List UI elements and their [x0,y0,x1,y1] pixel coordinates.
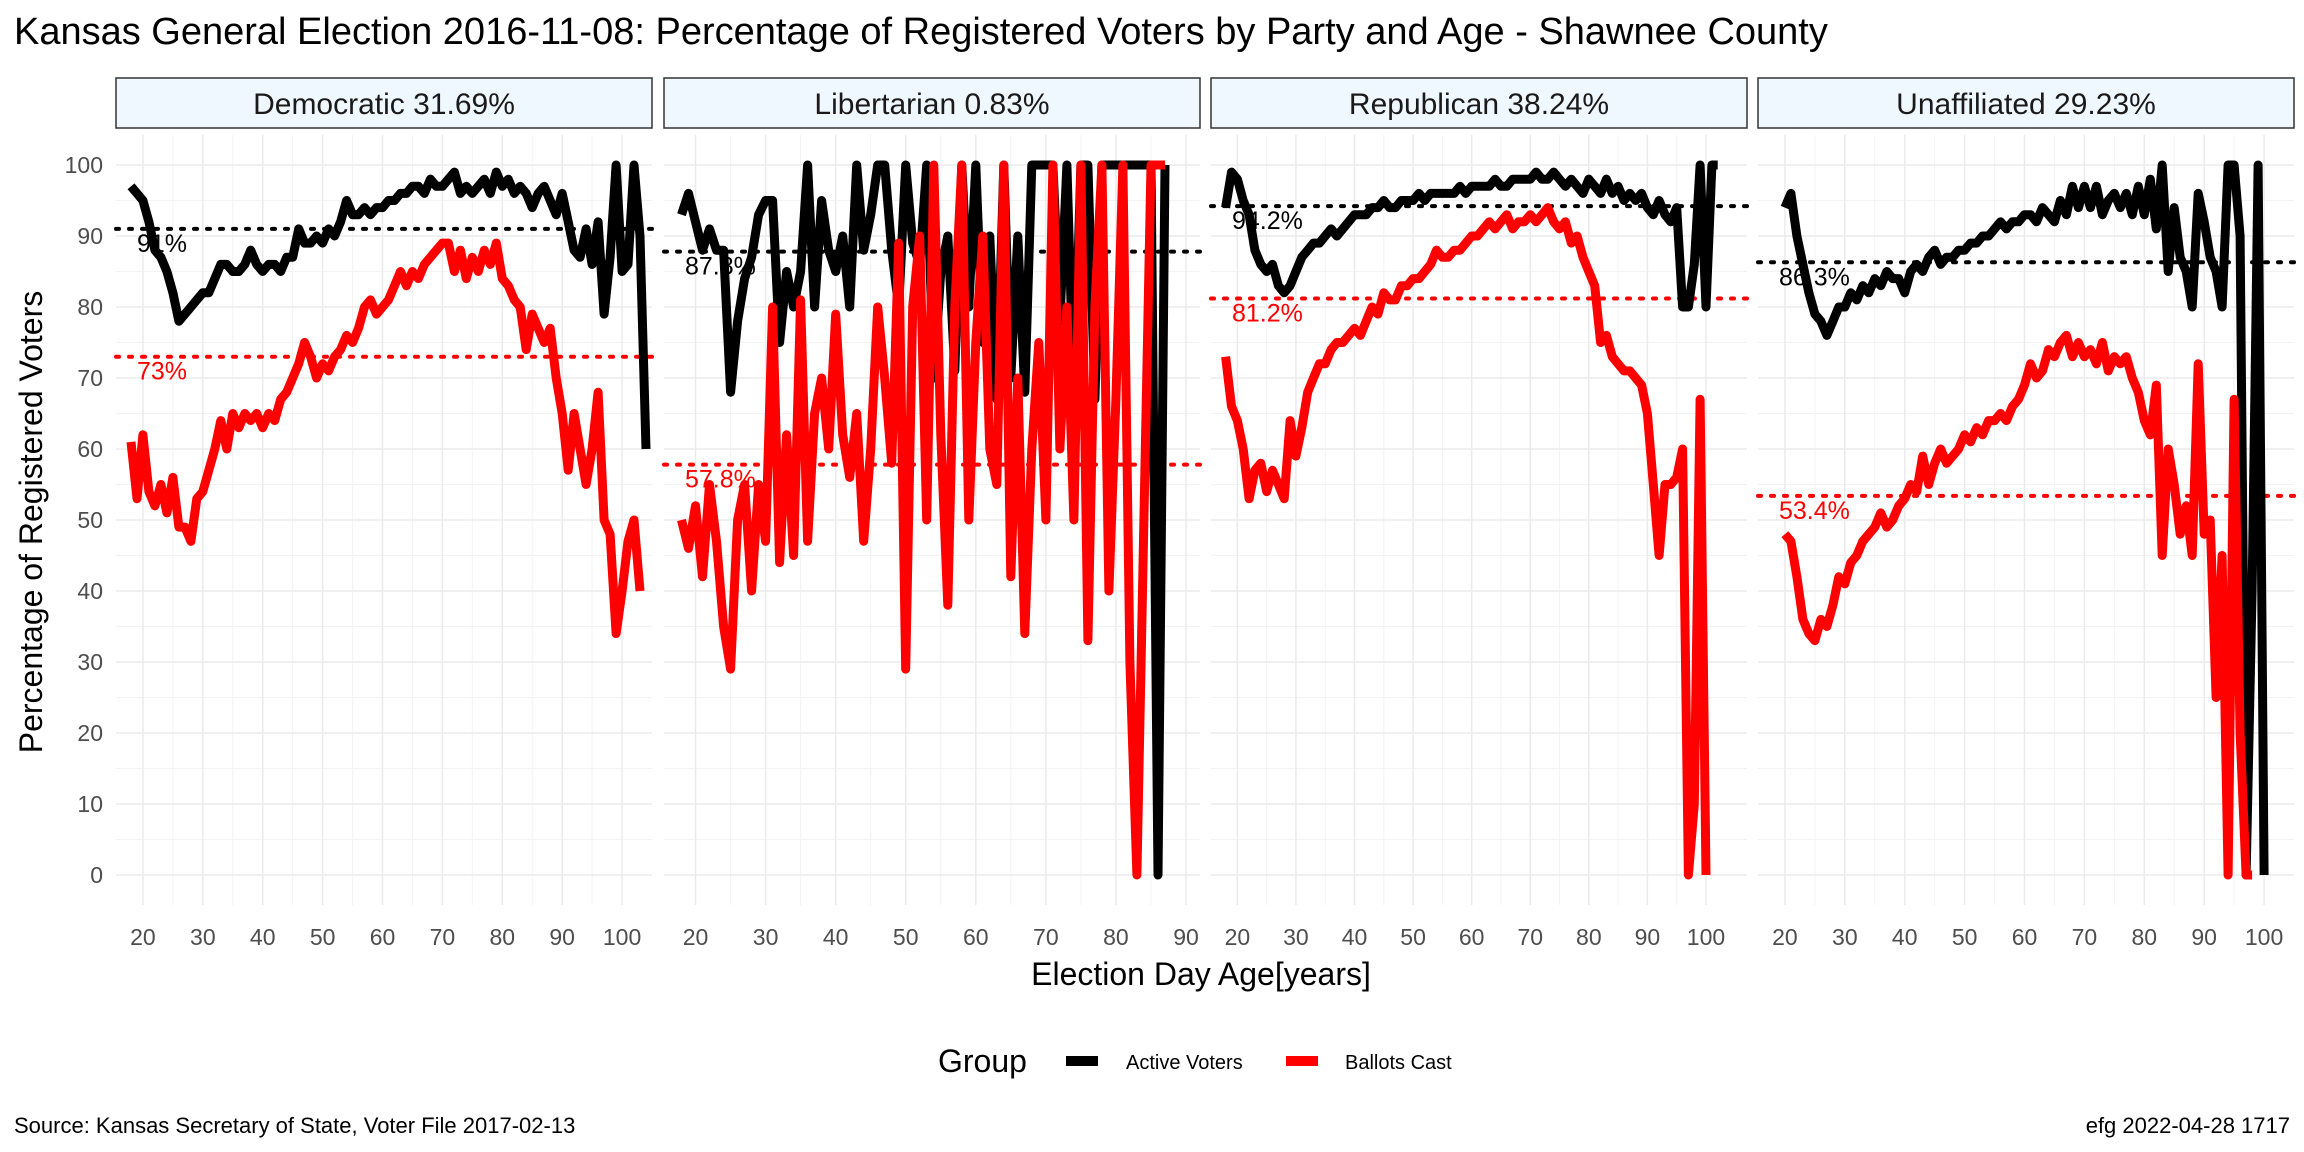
series-lines-unaffiliated [1780,160,2269,880]
author-caption: efg 2022-04-28 1717 [2086,1113,2290,1138]
x-tick-libertarian-40: 40 [823,924,849,950]
panel-democratic: Democratic 31.69% 0 10 20 30 40 50 60 70 80 90 100 2… [65,77,654,950]
strip-box-republican [1210,77,1748,129]
x-tick-libertarian-20: 20 [683,924,709,950]
y-tick-80: 80 [77,294,103,320]
x-tick-democratic-70: 70 [430,924,456,950]
x-tick-unaffiliated-80: 80 [2131,924,2157,950]
x-tick-republican-30: 30 [1283,924,1309,950]
y-tick-60: 60 [77,436,103,462]
x-tick-unaffiliated-60: 60 [2012,924,2038,950]
x-tick-libertarian-50: 50 [893,924,919,950]
x-tick-unaffiliated-90: 90 [2191,924,2217,950]
strip-label-democratic: Democratic 31.69% [253,88,515,121]
x-tick-democratic-50: 50 [310,924,336,950]
x-tick-republican-60: 60 [1459,924,1485,950]
strip-box-unaffiliated [1757,77,2295,129]
panel-libertarian: Libertarian 0.83% 20 30 40 50 60 70 80 90 87.8% 57… [662,77,1202,950]
x-tick-republican-50: 50 [1400,924,1426,950]
y-tick-30: 30 [77,649,103,675]
active-voters-reference-label: 86.3% [1779,263,1850,291]
y-tick-20: 20 [77,720,103,746]
series-lines-democratic [126,160,651,639]
series-active-voters [1221,160,1718,312]
legend-title: Group [938,1043,1027,1079]
x-tick-republican-20: 20 [1225,924,1251,950]
y-tick-50: 50 [77,507,103,533]
series-ballots-cast [1781,330,2253,880]
y-tick-40: 40 [77,578,103,604]
strip-box-democratic [115,77,653,129]
x-tick-unaffiliated-40: 40 [1892,924,1918,950]
strip-box-libertarian [663,77,1201,129]
series-ballots-cast [126,238,645,639]
series-ballots-cast [677,160,1165,880]
ballots-cast-reference-label: 53.4% [1779,497,1850,525]
x-tick-unaffiliated-70: 70 [2072,924,2098,950]
legend-label-active-voters: Active Voters [1126,1052,1243,1074]
active-voters-reference-label: 91% [137,230,187,258]
x-tick-democratic-100: 100 [603,924,641,950]
series-active-voters [1780,160,2269,880]
x-tick-democratic-40: 40 [250,924,276,950]
x-tick-democratic-20: 20 [130,924,156,950]
active-voters-reference-label: 94.2% [1232,207,1303,235]
x-tick-republican-70: 70 [1517,924,1543,950]
legend-label-ballots-cast: Ballots Cast [1345,1052,1452,1074]
x-tick-unaffiliated-20: 20 [1772,924,1798,950]
x-tick-democratic-90: 90 [549,924,575,950]
x-tick-democratic-30: 30 [190,924,216,950]
series-lines-republican [1221,160,1718,880]
series-lines-libertarian [677,160,1170,880]
y-tick-10: 10 [77,791,103,817]
y-tick-90: 90 [77,223,103,249]
chart-title: Kansas General Election 2016-11-08: Perc… [14,11,1828,53]
x-tick-libertarian-90: 90 [1173,924,1199,950]
active-voters-reference-label: 87.8% [685,253,756,281]
x-tick-unaffiliated-50: 50 [1952,924,1978,950]
legend: Group Active Voters Ballots Cast [938,1043,1452,1079]
strip-label-republican: Republican 38.24% [1349,88,1609,121]
x-tick-libertarian-80: 80 [1103,924,1129,950]
x-tick-libertarian-70: 70 [1033,924,1059,950]
panel-unaffiliated: Unaffiliated 29.23% 20 30 40 50 60 70 80 90 100 86… [1756,77,2296,950]
x-tick-republican-100: 100 [1687,924,1725,950]
strip-label-libertarian: Libertarian 0.83% [814,88,1049,121]
strip-label-unaffiliated: Unaffiliated 29.23% [1896,88,2156,121]
y-tick-100: 100 [65,152,103,178]
x-tick-democratic-80: 80 [489,924,515,950]
x-tick-libertarian-60: 60 [963,924,989,950]
panel-republican: Republican 38.24% 20 30 40 50 60 70 80 90 100 94.2… [1209,77,1749,950]
series-ballots-cast [1221,203,1711,880]
x-tick-libertarian-30: 30 [753,924,779,950]
x-tick-democratic-60: 60 [370,924,396,950]
x-axis-title: Election Day Age[years] [1031,956,1371,992]
y-tick-0: 0 [90,862,103,888]
x-tick-republican-80: 80 [1576,924,1602,950]
x-tick-unaffiliated-100: 100 [2245,924,2283,950]
source-caption: Source: Kansas Secretary of State, Voter… [14,1113,575,1138]
series-active-voters [127,160,651,450]
y-tick-70: 70 [77,365,103,391]
x-tick-republican-40: 40 [1342,924,1368,950]
ballots-cast-reference-label: 81.2% [1232,299,1303,327]
y-axis-title: Percentage of Registered Voters [13,291,49,754]
x-tick-republican-90: 90 [1635,924,1661,950]
ballots-cast-reference-label: 73% [137,358,187,386]
x-tick-unaffiliated-30: 30 [1832,924,1858,950]
facet-panels: Democratic 31.69% 0 10 20 30 40 50 60 70 80 90 100 2… [65,77,2296,950]
ballots-cast-reference-label: 57.8% [685,466,756,494]
